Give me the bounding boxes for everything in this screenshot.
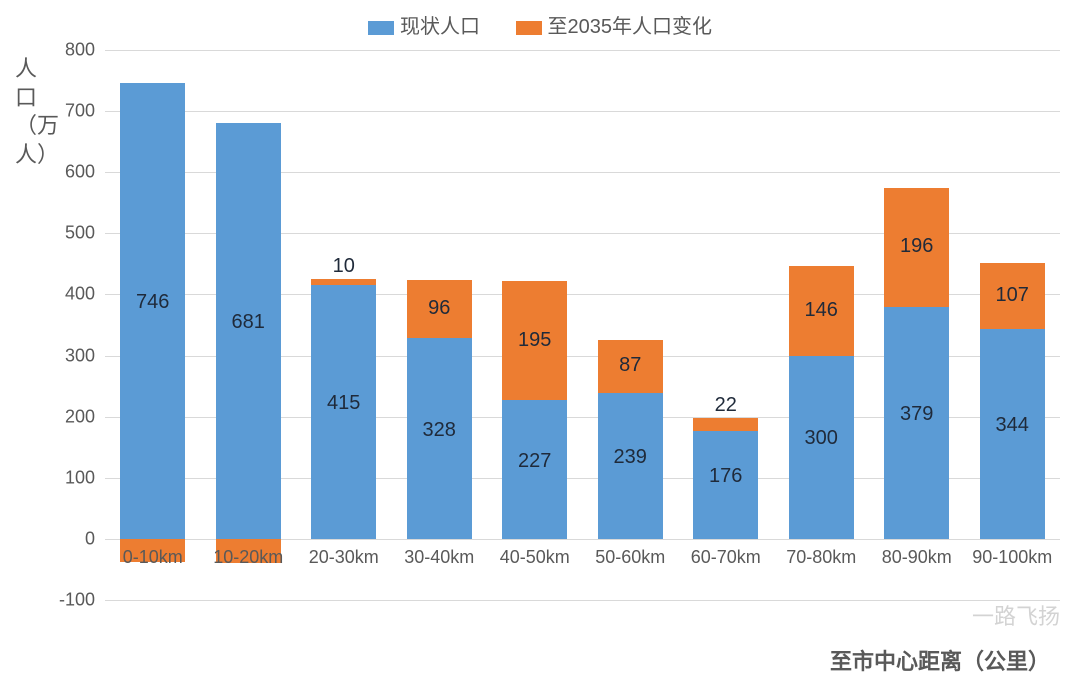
bar-group: 746 — [120, 50, 185, 600]
x-tick-label: 90-100km — [972, 547, 1052, 568]
bar-group: 227 195 — [502, 50, 567, 600]
bar-label-series1: 746 — [120, 291, 185, 314]
chart-container: 现状人口 至2035年人口变化 人口（万人） -100 0 100 200 300 400… — [0, 0, 1080, 686]
legend-label-2: 至2035年人口变化 — [548, 16, 713, 38]
y-tick-label: 100 — [65, 467, 95, 488]
plot-area: -10001002003004005006007008007460-10km68… — [105, 50, 1060, 600]
bar-group: 379 196 — [884, 50, 949, 600]
x-tick-label: 40-50km — [500, 547, 570, 568]
bar-label-series2: 146 — [789, 299, 854, 322]
bar-label-series1: 379 — [884, 403, 949, 426]
bar-label-series2: 196 — [884, 235, 949, 258]
bar-label-series1: 176 — [693, 465, 758, 488]
x-tick-label: 20-30km — [309, 547, 379, 568]
y-tick-label: -100 — [59, 590, 95, 611]
legend-item-series2: 至2035年人口变化 — [516, 10, 713, 39]
legend-swatch-1 — [368, 21, 394, 35]
legend-swatch-2 — [516, 21, 542, 35]
x-tick-label: 30-40km — [404, 547, 474, 568]
y-axis-label: 人口（万人） — [15, 55, 37, 169]
bar-label-series2: 96 — [407, 297, 472, 320]
y-tick-label: 700 — [65, 101, 95, 122]
x-tick-label: 60-70km — [691, 547, 761, 568]
y-tick-label: 0 — [85, 528, 95, 549]
y-tick-label: 500 — [65, 223, 95, 244]
y-tick-label: 200 — [65, 406, 95, 427]
bar-group: 176 22 — [693, 50, 758, 600]
x-tick-label: 70-80km — [786, 547, 856, 568]
x-axis-label: 至市中心距离（公里） — [830, 644, 1050, 676]
y-tick-label: 400 — [65, 284, 95, 305]
bar-label-series1: 227 — [502, 450, 567, 473]
x-tick-label: 80-90km — [882, 547, 952, 568]
bar-label-series2: 87 — [598, 354, 663, 377]
bar-label-series2: 10 — [311, 255, 376, 278]
legend-label-1: 现状人口 — [400, 16, 480, 38]
legend: 现状人口 至2035年人口变化 — [0, 10, 1080, 39]
bar-group: 681 — [216, 50, 281, 600]
bar-series2 — [693, 418, 758, 431]
legend-item-series1: 现状人口 — [368, 10, 480, 39]
bar-label-series1: 300 — [789, 427, 854, 450]
bar-label-series1: 239 — [598, 446, 663, 469]
bar-group: 300 146 — [789, 50, 854, 600]
x-tick-label: 50-60km — [595, 547, 665, 568]
bar-label-series2: 107 — [980, 284, 1045, 307]
bar-group: 328 96 — [407, 50, 472, 600]
y-tick-label: 800 — [65, 40, 95, 61]
bar-group: 415 10 — [311, 50, 376, 600]
x-tick-label: 10-20km — [213, 547, 283, 568]
bar-group: 239 87 — [598, 50, 663, 600]
bar-label-series2: 22 — [693, 394, 758, 417]
bar-group: 344 107 — [980, 50, 1045, 600]
watermark: 一路飞扬 — [972, 599, 1060, 631]
bar-label-series2: 195 — [502, 329, 567, 352]
bar-label-series1: 328 — [407, 419, 472, 442]
bar-series2 — [311, 279, 376, 285]
bar-label-series1: 344 — [980, 414, 1045, 437]
x-tick-label: 0-10km — [123, 547, 183, 568]
gridline — [105, 600, 1060, 601]
y-tick-label: 600 — [65, 162, 95, 183]
bar-label-series1: 681 — [216, 311, 281, 334]
y-tick-label: 300 — [65, 345, 95, 366]
bar-label-series1: 415 — [311, 392, 376, 415]
